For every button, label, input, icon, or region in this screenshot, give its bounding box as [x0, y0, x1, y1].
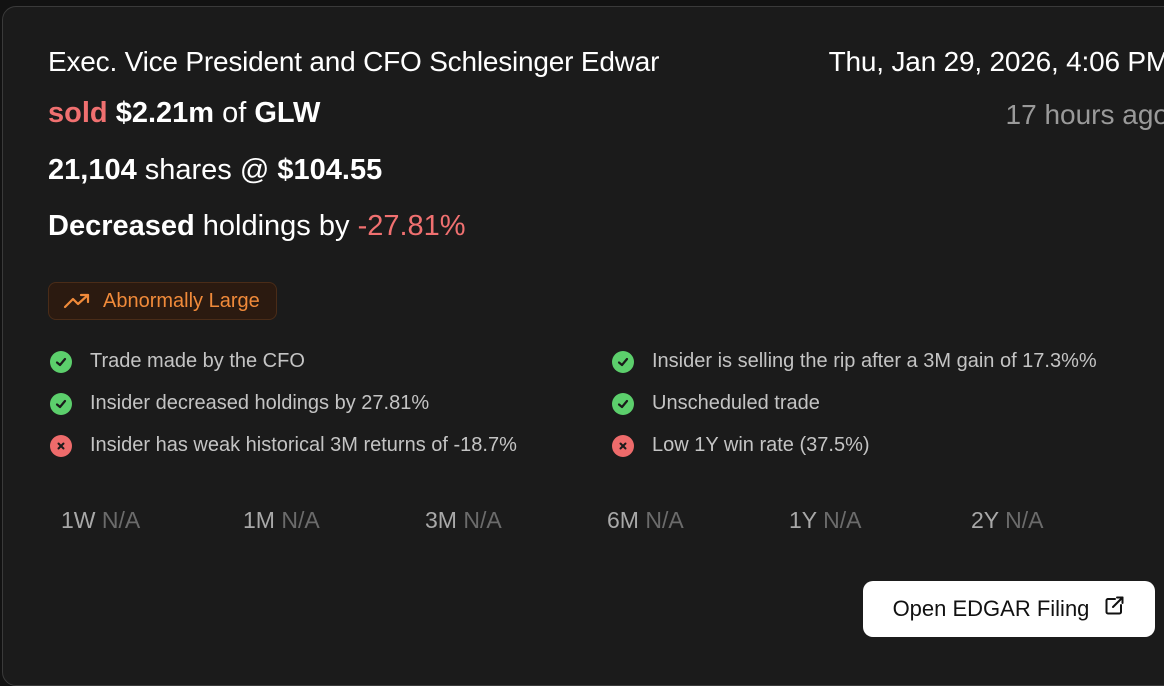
signal-item: Insider is selling the rip after a 3M ga… — [612, 350, 1097, 373]
x-circle-icon — [50, 434, 72, 457]
return-value: N/A — [101, 507, 141, 533]
trade-amount: $2.21m — [115, 97, 215, 129]
open-edgar-filing-button[interactable]: Open EDGAR Filing — [863, 581, 1155, 637]
signal-text: Insider is selling the rip after a 3M ga… — [652, 350, 1097, 372]
return-period: 1M — [243, 507, 275, 533]
return-value: N/A — [823, 507, 862, 533]
signal-text: Insider decreased holdings by 27.81% — [90, 392, 430, 414]
holdings-text: holdings by — [202, 210, 350, 242]
signal-text: Insider has weak historical 3M returns o… — [90, 434, 517, 456]
return-3m: 3M N/A — [425, 507, 502, 534]
external-link-icon — [1103, 595, 1125, 623]
check-circle-icon — [50, 392, 72, 415]
return-2y: 2Y N/A — [971, 507, 1043, 534]
share-count: 21,104 — [48, 154, 137, 186]
trade-action: sold — [48, 97, 108, 129]
returns-row: 1W N/A 1M N/A 3M N/A 6M N/A 1Y N/A 2Y N/… — [61, 507, 1141, 537]
holdings-change-value: -27.81% — [357, 210, 466, 242]
return-period: 3M — [425, 507, 457, 533]
signal-text: Trade made by the CFO — [90, 350, 305, 372]
signal-item: Unscheduled trade — [612, 392, 820, 415]
x-circle-icon — [612, 434, 634, 457]
trade-summary: sold $2.21m of GLW — [48, 97, 320, 130]
trade-title: Exec. Vice President and CFO Schlesinger… — [48, 46, 660, 77]
shares-text: shares @ — [144, 154, 270, 186]
return-value: N/A — [463, 507, 502, 533]
return-period: 2Y — [971, 507, 999, 533]
signal-item: Low 1Y win rate (37.5%) — [612, 434, 870, 457]
return-period: 1Y — [789, 507, 817, 533]
of-text: of — [222, 97, 247, 129]
abnormally-large-badge: Abnormally Large — [48, 282, 277, 320]
return-1w: 1W N/A — [61, 507, 140, 534]
signal-text: Unscheduled trade — [652, 392, 820, 414]
edgar-button-label: Open EDGAR Filing — [892, 596, 1090, 621]
return-1y: 1Y N/A — [789, 507, 861, 534]
holdings-line: Decreased holdings by -27.81% — [48, 210, 466, 243]
share-price: $104.55 — [277, 154, 383, 186]
signal-item: Insider has weak historical 3M returns o… — [50, 434, 517, 457]
relative-time: 17 hours ago — [1005, 99, 1164, 130]
signal-item: Trade made by the CFO — [50, 350, 305, 373]
return-period: 6M — [607, 507, 639, 533]
signal-item: Insider decreased holdings by 27.81% — [50, 392, 429, 415]
return-value: N/A — [281, 507, 320, 533]
holdings-change-word: Decreased — [48, 210, 195, 242]
check-circle-icon — [612, 350, 634, 373]
ticker[interactable]: GLW — [254, 97, 321, 129]
return-period: 1W — [61, 507, 96, 533]
check-circle-icon — [50, 350, 72, 373]
return-value: N/A — [645, 507, 684, 533]
trending-up-icon — [63, 292, 91, 310]
insider-trade-card: Exec. Vice President and CFO Schlesinger… — [2, 6, 1164, 686]
trade-date: Thu, Jan 29, 2026, 4:06 PM — [828, 46, 1164, 78]
badge-label: Abnormally Large — [103, 289, 260, 312]
return-value: N/A — [1005, 507, 1044, 533]
check-circle-icon — [612, 392, 634, 415]
shares-line: 21,104 shares @ $104.55 — [48, 154, 382, 187]
return-6m: 6M N/A — [607, 507, 684, 534]
return-1m: 1M N/A — [243, 507, 320, 534]
signal-text: Low 1Y win rate (37.5%) — [652, 434, 870, 456]
